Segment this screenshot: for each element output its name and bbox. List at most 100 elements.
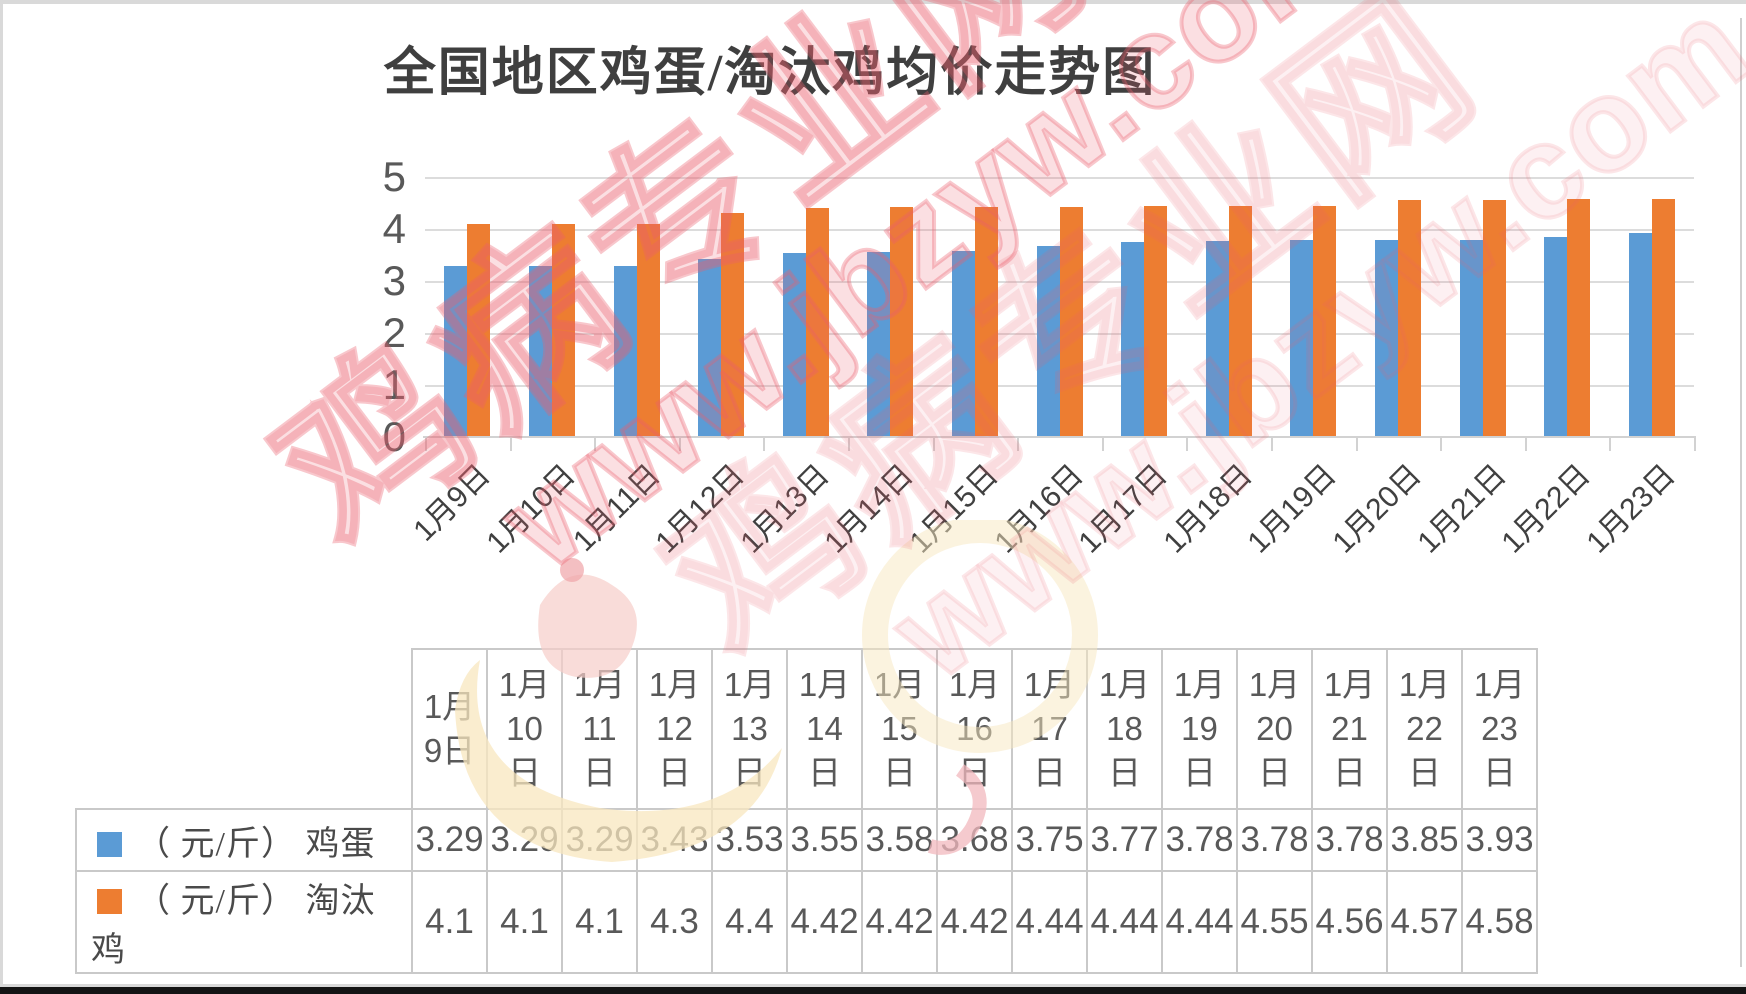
price-value-cell: 4.3 xyxy=(636,870,713,974)
date-header-cell: 1月 9日 xyxy=(411,648,488,810)
price-value-cell: 3.43 xyxy=(636,808,713,872)
date-header-cell: 1月 22 日 xyxy=(1386,648,1463,810)
x-axis-tick xyxy=(1525,437,1527,451)
price-value-cell: 3.29 xyxy=(411,808,488,872)
price-value-cell: 3.78 xyxy=(1311,808,1388,872)
egg-price-bar xyxy=(614,266,637,437)
date-header-cell: 1月 12 日 xyxy=(636,648,713,810)
y-axis-tick-label: 4 xyxy=(382,205,406,252)
date-header-cell: 1月 20 日 xyxy=(1236,648,1313,810)
x-axis-tick xyxy=(1609,437,1611,451)
price-value-cell: 3.53 xyxy=(711,808,788,872)
price-value-cell: 3.55 xyxy=(786,808,863,872)
x-axis-tick xyxy=(425,437,427,451)
x-axis-tick xyxy=(763,437,765,451)
egg-price-bar xyxy=(1206,241,1229,437)
price-value-cell: 4.44 xyxy=(1161,870,1238,974)
price-value-cell: 3.85 xyxy=(1386,808,1463,872)
price-value-cell: 4.58 xyxy=(1461,870,1538,974)
bottom-black-bar xyxy=(0,987,1746,994)
x-axis-tick xyxy=(1694,437,1696,451)
price-value-cell: 3.58 xyxy=(861,808,938,872)
culled-chicken-price-bar xyxy=(637,224,660,437)
culled-chicken-price-bar xyxy=(1229,206,1252,437)
culled-chicken-price-bar xyxy=(1313,206,1336,437)
culled-chicken-price-bar xyxy=(806,208,829,437)
price-value-cell: 3.29 xyxy=(561,808,638,872)
y-gridline xyxy=(425,177,1694,179)
date-header-cell: 1月 11 日 xyxy=(561,648,638,810)
y-axis-tick-label: 2 xyxy=(382,309,406,356)
chart-right-border xyxy=(1740,18,1742,967)
x-axis-tick xyxy=(594,437,596,451)
culled-chicken-price-bar xyxy=(890,207,913,437)
y-axis-tick-label: 0 xyxy=(382,413,406,460)
table-corner-blank xyxy=(76,649,412,809)
egg-price-bar xyxy=(698,259,721,437)
egg-price-bar xyxy=(444,266,467,437)
egg-price-bar xyxy=(783,253,806,437)
legend-cell: （ 元/斤） 淘汰鸡 xyxy=(75,870,413,974)
x-axis-tick xyxy=(1440,437,1442,451)
price-value-cell: 4.42 xyxy=(786,870,863,974)
egg-price-bar xyxy=(1629,233,1652,437)
egg-series-swatch xyxy=(97,831,122,857)
egg-price-bar xyxy=(529,266,552,437)
culled-chicken-price-bar xyxy=(1483,200,1506,437)
price-value-cell: 3.75 xyxy=(1011,808,1088,872)
date-header-cell: 1月 13 日 xyxy=(711,648,788,810)
date-header-cell: 1月 23 日 xyxy=(1461,648,1538,810)
x-axis-tick xyxy=(1271,437,1273,451)
x-axis-tick xyxy=(1017,437,1019,451)
price-value-cell: 4.4 xyxy=(711,870,788,974)
legend-cell: （ 元/斤） 鸡蛋 xyxy=(75,808,413,872)
price-value-cell: 4.1 xyxy=(486,870,563,974)
date-header-cell: 1月 16 日 xyxy=(936,648,1013,810)
price-value-cell: 4.55 xyxy=(1236,870,1313,974)
culled-chicken-price-bar xyxy=(467,224,490,437)
egg-price-bar xyxy=(1121,242,1144,437)
price-value-cell: 3.68 xyxy=(936,808,1013,872)
price-value-cell: 3.77 xyxy=(1086,808,1163,872)
price-value-cell: 4.57 xyxy=(1386,870,1463,974)
window-top-edge xyxy=(0,0,1746,4)
y-axis-tick-label: 5 xyxy=(382,153,406,200)
egg-price-bar xyxy=(1544,237,1567,437)
x-axis-tick xyxy=(933,437,935,451)
y-gridline xyxy=(425,229,1694,231)
culled-chicken-series-swatch xyxy=(97,889,122,914)
culled-chicken-price-bar xyxy=(1144,206,1167,437)
x-axis-tick xyxy=(848,437,850,451)
culled-chicken-price-bar xyxy=(552,224,575,437)
x-axis-tick xyxy=(510,437,512,451)
egg-price-bar xyxy=(1375,240,1398,437)
culled-chicken-price-bar xyxy=(1398,200,1421,437)
table-header-row: 1月 9日 1月 10 日 1月 11 日 1月 12 日 1月 13 日 1月 14 日… xyxy=(76,648,1538,810)
egg-price-bar xyxy=(952,251,975,437)
price-value-cell: 3.29 xyxy=(486,808,563,872)
window-left-edge xyxy=(0,0,3,994)
price-value-cell: 4.42 xyxy=(936,870,1013,974)
y-axis-tick-label: 3 xyxy=(382,257,406,304)
culled-chicken-price-bar xyxy=(1060,207,1083,437)
x-axis-tick xyxy=(1356,437,1358,451)
x-axis-tick xyxy=(1186,437,1188,451)
culled-chicken-price-row: （ 元/斤） 淘汰鸡 4.1 4.1 4.1 4.3 4.4 4.42 4.42 4.42 4.4… xyxy=(75,870,1538,974)
x-axis-tick xyxy=(679,437,681,451)
egg-price-bar xyxy=(1460,240,1483,437)
price-value-cell: 4.1 xyxy=(561,870,638,974)
date-header-cell: 1月 19 日 xyxy=(1161,648,1238,810)
price-value-cell: 4.44 xyxy=(1011,870,1088,974)
egg-price-bar xyxy=(1037,246,1060,437)
x-axis-line xyxy=(423,436,1696,438)
chart-title: 全国地区鸡蛋/淘汰鸡均价走势图 xyxy=(383,45,1157,102)
price-value-cell: 4.1 xyxy=(411,870,488,974)
y-axis-tick-label: 1 xyxy=(382,361,406,408)
date-header-cell: 1月 17 日 xyxy=(1011,648,1088,810)
price-value-cell: 3.78 xyxy=(1161,808,1238,872)
date-header-cell: 1月 15 日 xyxy=(861,648,938,810)
date-header-cell: 1月 21 日 xyxy=(1311,648,1388,810)
window-bottom-edge xyxy=(0,984,1746,987)
culled-chicken-price-bar xyxy=(975,207,998,437)
